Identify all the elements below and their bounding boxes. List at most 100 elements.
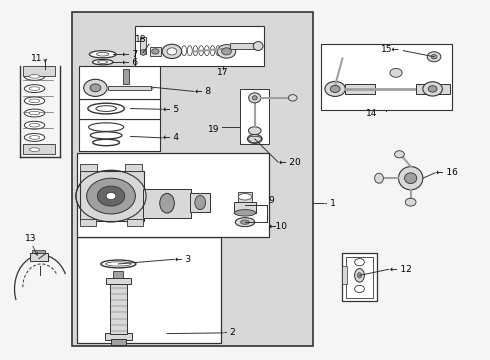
Ellipse shape — [325, 81, 345, 96]
Ellipse shape — [24, 85, 45, 93]
Bar — [124, 164, 142, 171]
Bar — [30, 253, 48, 261]
Ellipse shape — [167, 48, 177, 55]
Ellipse shape — [90, 132, 122, 139]
Bar — [80, 164, 98, 171]
Ellipse shape — [24, 134, 45, 141]
Ellipse shape — [241, 220, 249, 224]
Ellipse shape — [374, 173, 383, 183]
Bar — [320, 44, 452, 111]
Ellipse shape — [88, 103, 124, 114]
Text: 19: 19 — [208, 126, 219, 135]
Bar — [31, 249, 45, 253]
Ellipse shape — [98, 61, 108, 64]
Text: ← 12: ← 12 — [390, 265, 412, 274]
Ellipse shape — [29, 75, 40, 78]
Ellipse shape — [96, 106, 116, 111]
Ellipse shape — [29, 123, 40, 127]
Bar — [79, 99, 160, 118]
Bar — [123, 69, 129, 84]
Circle shape — [355, 285, 365, 293]
Ellipse shape — [390, 68, 402, 77]
Bar — [77, 153, 270, 237]
Bar — [79, 66, 160, 99]
Ellipse shape — [29, 99, 40, 103]
Text: - 2: - 2 — [224, 328, 236, 337]
Bar — [150, 47, 161, 56]
Ellipse shape — [84, 79, 107, 96]
Ellipse shape — [152, 49, 159, 54]
Bar — [77, 237, 221, 342]
Ellipse shape — [24, 109, 45, 117]
Bar — [106, 278, 131, 284]
Ellipse shape — [29, 136, 40, 139]
Bar — [343, 266, 347, 284]
Bar — [24, 66, 55, 76]
Bar — [140, 37, 146, 54]
Ellipse shape — [93, 139, 120, 146]
Ellipse shape — [101, 260, 136, 268]
Ellipse shape — [288, 95, 297, 101]
Bar — [80, 171, 144, 221]
Bar — [230, 43, 260, 49]
Text: ← 6: ← 6 — [122, 58, 138, 67]
Text: ← 3: ← 3 — [175, 255, 192, 264]
Text: 18: 18 — [135, 36, 147, 45]
Text: ← 20: ← 20 — [279, 158, 301, 167]
Ellipse shape — [29, 87, 40, 90]
Text: 11: 11 — [31, 54, 42, 63]
Bar — [238, 192, 252, 202]
Ellipse shape — [93, 59, 113, 65]
Text: ← 16: ← 16 — [436, 168, 458, 177]
Bar — [127, 219, 143, 226]
Ellipse shape — [140, 50, 146, 55]
Ellipse shape — [358, 273, 362, 278]
Bar — [234, 202, 256, 213]
Ellipse shape — [355, 269, 365, 282]
Ellipse shape — [235, 218, 255, 226]
Ellipse shape — [427, 52, 441, 62]
Circle shape — [98, 186, 124, 206]
Text: 17: 17 — [218, 68, 229, 77]
Ellipse shape — [423, 82, 442, 96]
Ellipse shape — [89, 51, 116, 58]
Bar — [143, 189, 192, 217]
Circle shape — [106, 193, 116, 200]
Ellipse shape — [431, 55, 437, 59]
Bar — [108, 86, 151, 90]
Ellipse shape — [90, 84, 101, 92]
Ellipse shape — [106, 262, 131, 266]
Ellipse shape — [24, 97, 45, 105]
Bar — [110, 284, 127, 334]
Bar — [105, 333, 132, 340]
Ellipse shape — [234, 210, 256, 216]
Ellipse shape — [330, 85, 340, 93]
Text: ← 5: ← 5 — [163, 105, 179, 114]
Ellipse shape — [248, 93, 261, 103]
Circle shape — [76, 170, 146, 222]
Ellipse shape — [252, 96, 257, 100]
Ellipse shape — [428, 86, 437, 92]
Text: ← 8: ← 8 — [195, 87, 211, 96]
Bar — [191, 193, 210, 212]
Ellipse shape — [160, 193, 174, 213]
Text: 9: 9 — [269, 196, 274, 205]
Bar — [135, 26, 265, 66]
Text: ←10: ←10 — [269, 222, 288, 231]
Bar — [80, 219, 96, 226]
Ellipse shape — [247, 134, 262, 143]
Ellipse shape — [24, 72, 45, 80]
Ellipse shape — [238, 194, 252, 200]
Ellipse shape — [405, 173, 417, 184]
Bar — [346, 257, 373, 298]
Text: ← 4: ← 4 — [163, 133, 179, 142]
Ellipse shape — [29, 148, 40, 152]
Ellipse shape — [195, 195, 205, 210]
Text: 14: 14 — [366, 109, 377, 118]
Text: 13: 13 — [25, 234, 36, 243]
Ellipse shape — [29, 111, 40, 115]
Ellipse shape — [248, 127, 261, 135]
Bar — [114, 271, 123, 278]
Bar — [24, 144, 55, 154]
Bar — [79, 119, 160, 152]
